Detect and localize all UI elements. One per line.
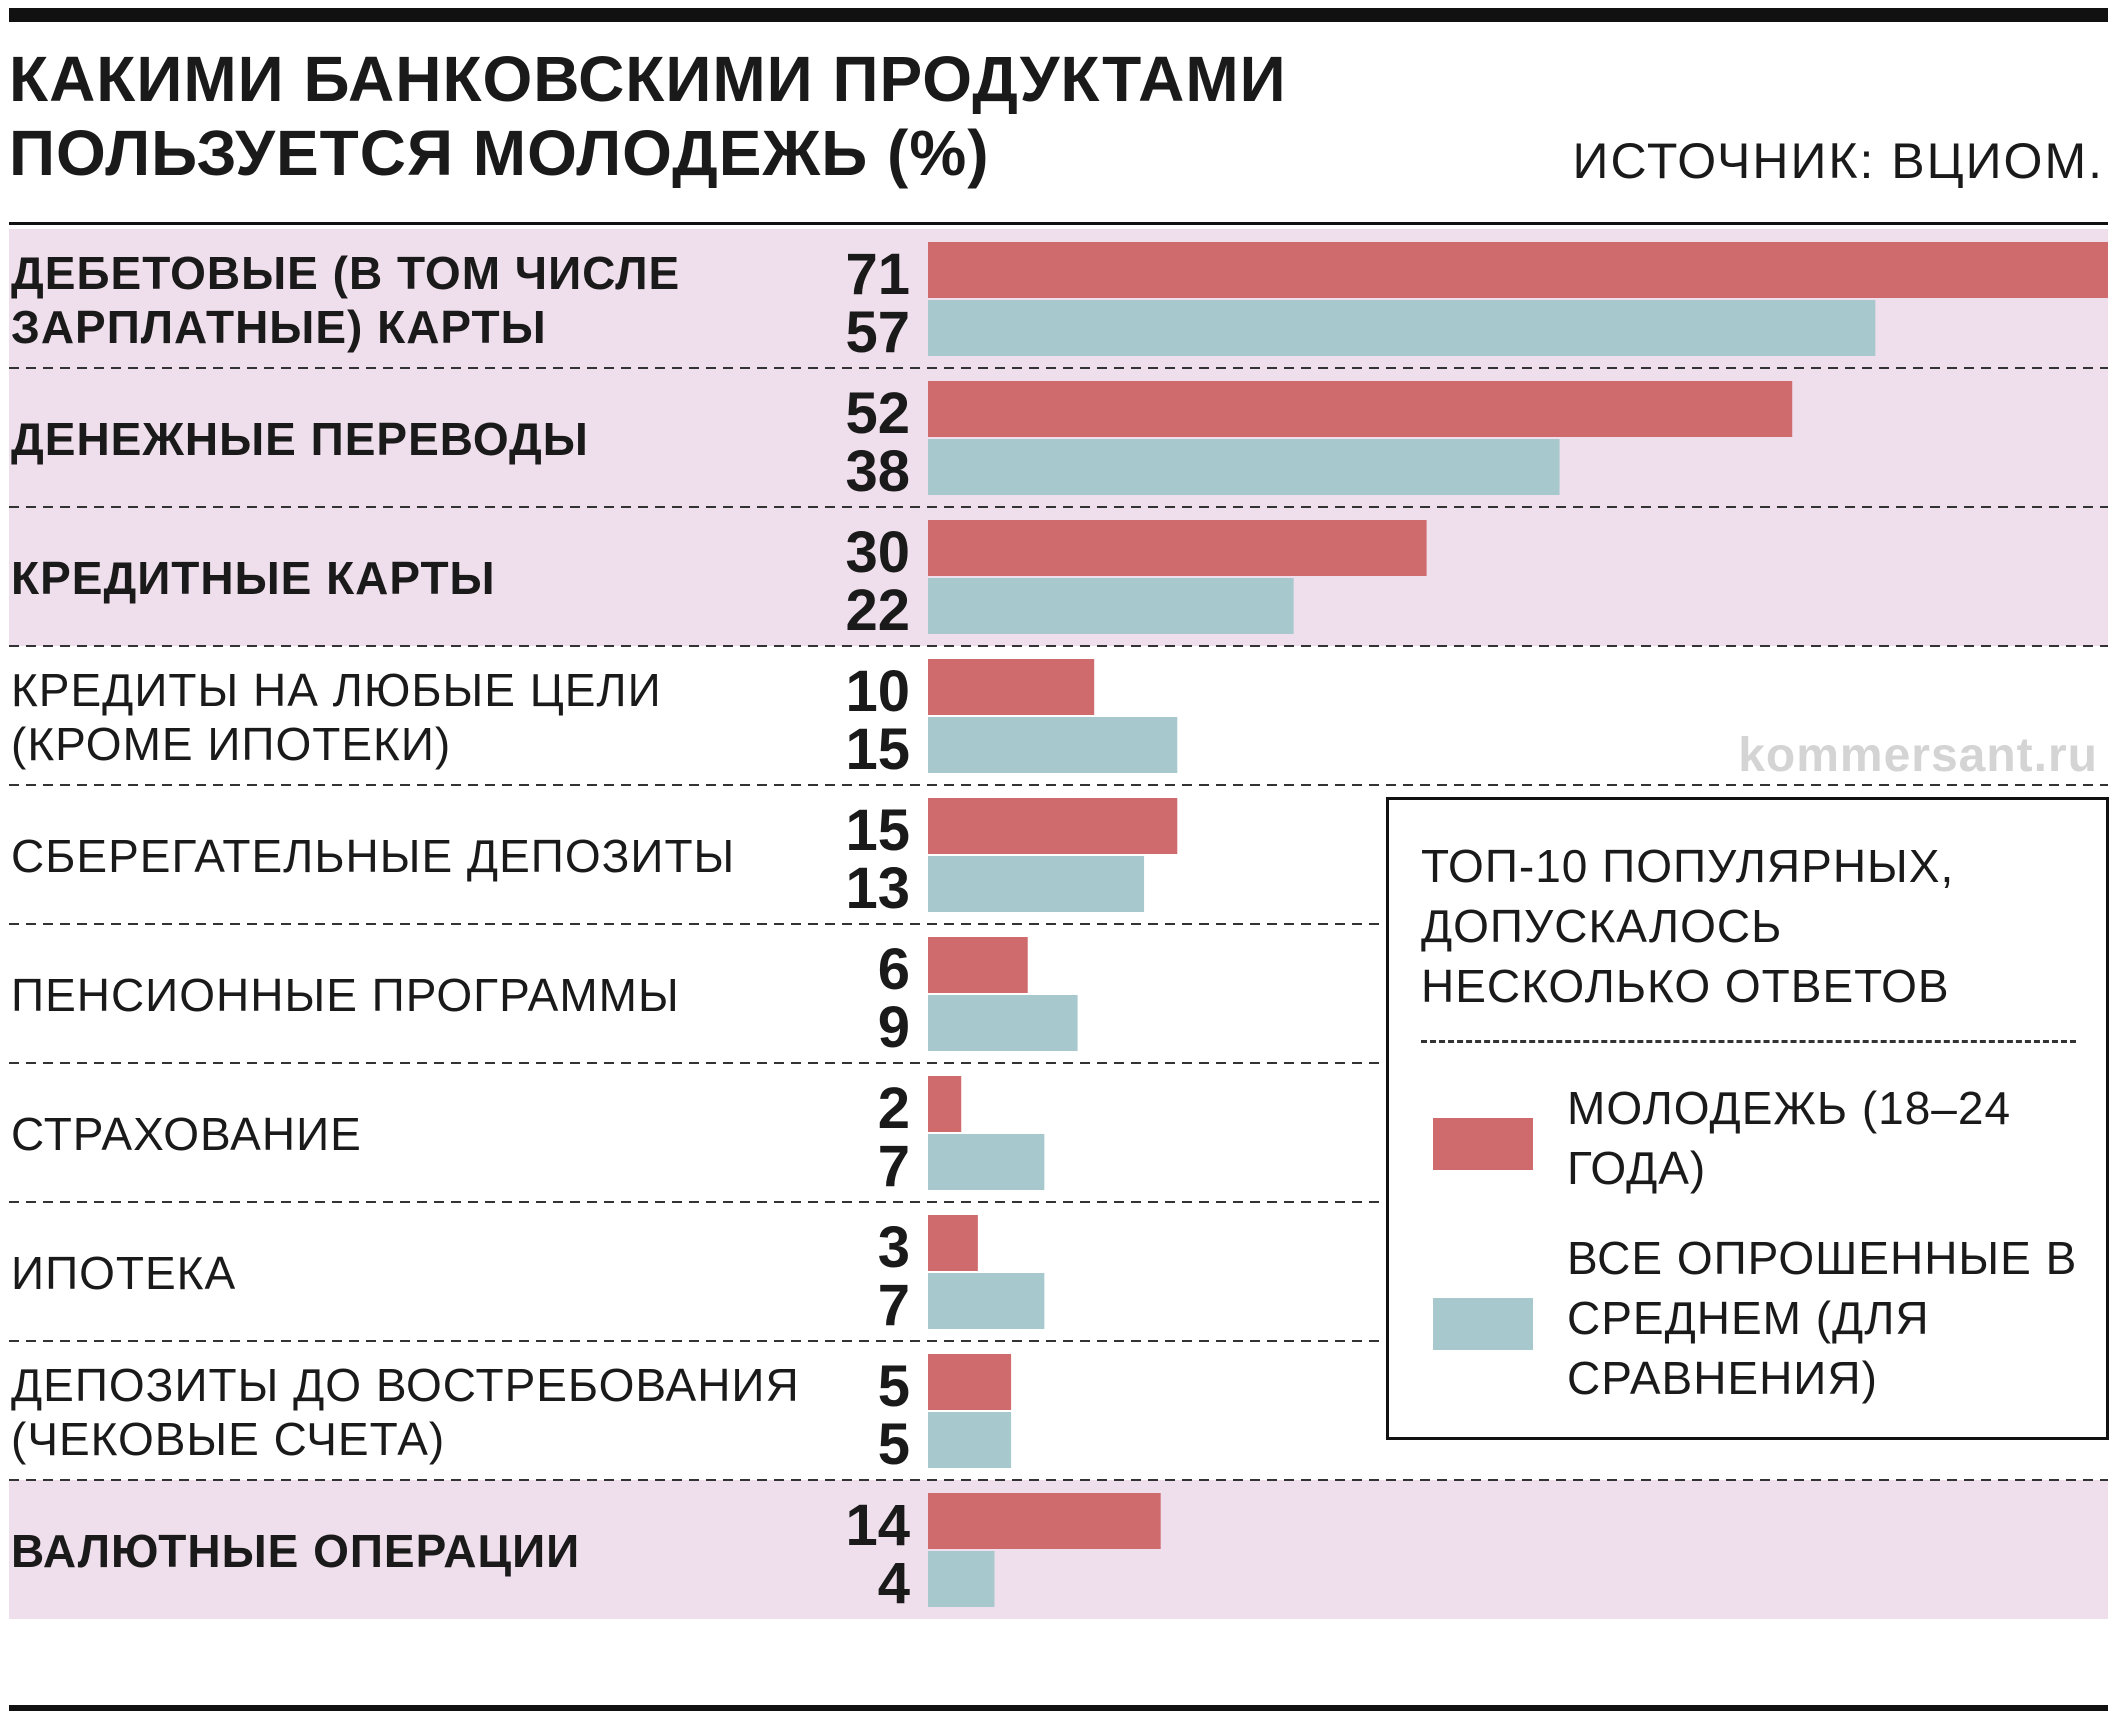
- legend-swatch-youth: [1433, 1118, 1533, 1170]
- bar-all: [928, 1134, 1045, 1190]
- bar-all: [928, 439, 1560, 495]
- value-label-youth: 10: [845, 659, 910, 724]
- value-label-all: 15: [845, 717, 910, 782]
- value-label-youth: 14: [845, 1493, 910, 1558]
- bar-youth: [928, 1354, 1012, 1410]
- value-label-all: 7: [878, 1134, 910, 1199]
- bar-all: [928, 856, 1145, 912]
- value-label-youth: 5: [878, 1354, 910, 1419]
- legend-label-youth: МОЛОДЕЖЬ (18–24 ГОДА): [1567, 1082, 2012, 1194]
- value-label-youth: 15: [845, 798, 910, 863]
- category-label: ДЕПОЗИТЫ ДО ВОСТРЕБОВАНИЯ (ЧЕКОВЫЕ СЧЕТА): [11, 1359, 800, 1465]
- top-rule: [9, 8, 2108, 22]
- value-label-youth: 2: [878, 1076, 910, 1141]
- bar-youth: [928, 1076, 962, 1132]
- value-label-all: 4: [878, 1551, 910, 1616]
- bar-all: [928, 578, 1294, 634]
- value-label-all: 13: [845, 856, 910, 921]
- value-label-all: 38: [845, 439, 910, 504]
- value-label-all: 7: [878, 1273, 910, 1338]
- legend-note: ТОП-10 ПОПУЛЯРНЫХ, ДОПУСКАЛОСЬ НЕСКОЛЬКО…: [1421, 840, 1955, 1012]
- value-label-youth: 3: [878, 1215, 910, 1280]
- category-label: ДЕНЕЖНЫЕ ПЕРЕВОДЫ: [11, 413, 589, 465]
- bar-youth: [928, 520, 1427, 576]
- value-label-youth: 71: [845, 242, 910, 307]
- bar-youth: [928, 1493, 1161, 1549]
- value-label-youth: 52: [845, 381, 910, 446]
- legend-swatch-all: [1433, 1298, 1533, 1350]
- bar-all: [928, 1273, 1045, 1329]
- header-divider: [9, 222, 2108, 225]
- category-label: СТРАХОВАНИЕ: [11, 1108, 362, 1160]
- legend-label-all: ВСЕ ОПРОШЕННЫЕ В СРЕДНЕМ (ДЛЯ СРАВНЕНИЯ): [1567, 1232, 2078, 1404]
- category-label: ИПОТЕКА: [11, 1247, 236, 1299]
- bar-all: [928, 995, 1078, 1051]
- category-label: ДЕБЕТОВЫЕ (В ТОМ ЧИСЛЕ ЗАРПЛАТНЫЕ) КАРТЫ: [11, 247, 680, 353]
- value-label-all: 9: [878, 995, 910, 1060]
- value-label-all: 5: [878, 1412, 910, 1477]
- category-label: КРЕДИТЫ НА ЛЮБЫЕ ЦЕЛИ (КРОМЕ ИПОТЕКИ): [11, 664, 662, 770]
- watermark: kommersant.ru: [1738, 729, 2098, 782]
- source-note: ИСТОЧНИК: ВЦИОМ.: [1572, 133, 2104, 189]
- bar-all: [928, 1551, 995, 1607]
- bar-youth: [928, 242, 2108, 298]
- chart-title: КАКИМИ БАНКОВСКИМИ ПРОДУКТАМИ ПОЛЬЗУЕТСЯ…: [9, 43, 1287, 189]
- value-label-all: 22: [845, 578, 910, 643]
- bar-youth: [928, 937, 1028, 993]
- value-label-youth: 6: [878, 937, 910, 1002]
- category-label: СБЕРЕГАТЕЛЬНЫЕ ДЕПОЗИТЫ: [11, 830, 735, 882]
- bar-youth: [928, 798, 1178, 854]
- bar-all: [928, 717, 1178, 773]
- category-label: ВАЛЮТНЫЕ ОПЕРАЦИИ: [11, 1525, 580, 1577]
- bar-all: [928, 1412, 1012, 1468]
- value-label-all: 57: [845, 300, 910, 365]
- bottom-rule: [9, 1705, 2108, 1711]
- bar-youth: [928, 381, 1793, 437]
- bar-youth: [928, 1215, 978, 1271]
- legend-divider: [1421, 1040, 2076, 1043]
- legend-box: ТОП-10 ПОПУЛЯРНЫХ, ДОПУСКАЛОСЬ НЕСКОЛЬКО…: [1386, 797, 2109, 1440]
- bar-all: [928, 300, 1876, 356]
- value-label-youth: 30: [845, 520, 910, 585]
- category-label: ПЕНСИОННЫЕ ПРОГРАММЫ: [11, 969, 680, 1021]
- bar-youth: [928, 659, 1095, 715]
- category-label: КРЕДИТНЫЕ КАРТЫ: [11, 552, 496, 604]
